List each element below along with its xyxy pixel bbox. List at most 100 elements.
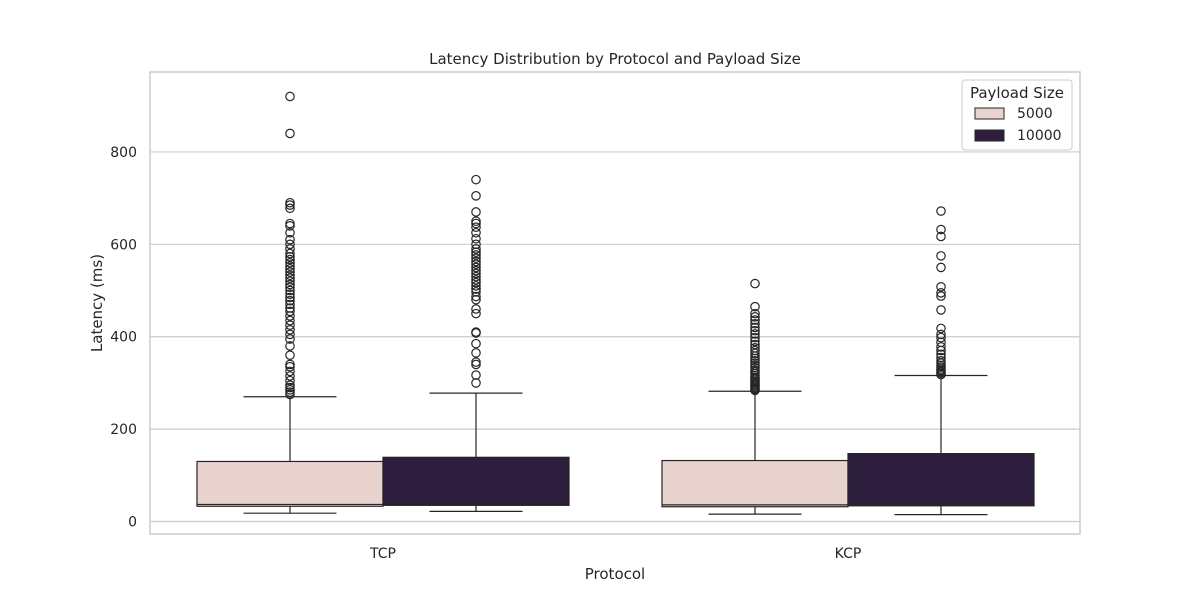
outlier-point [471, 265, 481, 276]
y-tick-label-400: 400 [110, 330, 137, 346]
outlier-point [750, 329, 760, 339]
legend-title: Payload Size [970, 84, 1064, 102]
outlier-point [471, 244, 481, 254]
outlier-point [285, 295, 295, 306]
box-iqr [196, 460, 384, 507]
outlier-point [471, 227, 481, 238]
outlier-point [285, 264, 295, 274]
outlier-point [285, 329, 295, 340]
outlier-point [471, 207, 481, 217]
outlier-point [936, 288, 946, 298]
outlier-point [285, 375, 295, 386]
outlier-point [285, 292, 295, 303]
outlier-point [750, 301, 760, 312]
grid-lines [150, 151, 1080, 523]
outlier-point [936, 332, 946, 343]
outlier-point [471, 191, 481, 201]
outlier-point [285, 197, 295, 208]
outlier-point [936, 329, 946, 340]
outlier-point [471, 262, 481, 273]
outlier-point [471, 348, 481, 358]
outlier-point [285, 289, 295, 300]
outlier-point [750, 322, 760, 333]
outlier-point [285, 254, 295, 265]
outlier-point [285, 244, 295, 254]
outlier-point [471, 275, 481, 285]
outlier-point [285, 261, 295, 271]
outlier-point [471, 357, 481, 367]
x-axis-label: Protocol [585, 565, 645, 583]
outlier-point [285, 341, 295, 351]
outlier-point [285, 334, 295, 344]
y-axis-ticks: 0 200 400 600 800 [110, 145, 137, 531]
plot-frame [149, 71, 1081, 535]
outlier-point [936, 206, 946, 216]
outlier-point [285, 324, 295, 335]
outlier-point [285, 234, 295, 245]
x-tick-label-kcp: KCP [835, 546, 862, 562]
outlier-point [471, 338, 481, 349]
outlier-point [471, 281, 481, 291]
box-iqr [382, 456, 570, 506]
legend-label-10000: 10000 [1017, 128, 1062, 144]
y-axis-label: Latency (ms) [88, 254, 106, 352]
box-tcp-5000 [196, 91, 384, 514]
outlier-point [285, 203, 295, 214]
outlier-point [285, 306, 295, 317]
legend: Payload Size 5000 10000 [961, 79, 1073, 151]
outlier-point [471, 271, 481, 282]
outlier-point [285, 359, 295, 370]
outlier-point [750, 336, 760, 347]
y-tick-label-0: 0 [128, 515, 137, 531]
outlier-point [471, 291, 481, 302]
outlier-point [471, 304, 481, 314]
outlier-point [936, 305, 946, 315]
outlier-point [285, 315, 295, 326]
outlier-point [936, 352, 946, 363]
legend-label-5000: 5000 [1017, 106, 1053, 122]
outlier-point [471, 287, 481, 297]
x-tick-label-tcp: TCP [369, 546, 396, 562]
outlier-point [471, 250, 481, 260]
outlier-point [285, 285, 295, 296]
outlier-point [285, 371, 295, 381]
box-plots [196, 91, 1035, 516]
outlier-point [285, 258, 295, 268]
outlier-point [471, 308, 481, 319]
outlier-point [750, 339, 760, 350]
box-kcp-5000 [661, 278, 849, 515]
legend-swatch-10000 [974, 129, 1005, 142]
chart-title: Latency Distribution by Protocol and Pay… [429, 50, 801, 68]
outlier-point [936, 323, 946, 334]
y-tick-label-200: 200 [110, 422, 137, 438]
box-iqr [661, 459, 849, 508]
outlier-point [936, 262, 946, 273]
outlier-point [285, 273, 295, 283]
x-axis-ticks: TCP KCP [369, 546, 861, 562]
outlier-point [936, 231, 946, 242]
outlier-point [750, 325, 760, 336]
outlier-point [471, 370, 481, 380]
outlier-point [471, 268, 481, 279]
outlier-point [285, 282, 295, 293]
outlier-point [285, 350, 295, 361]
outlier-point [471, 327, 481, 337]
outlier-point [285, 303, 295, 313]
outlier-point [936, 342, 946, 352]
outlier-point [936, 291, 946, 301]
outlier-point [285, 366, 295, 377]
outlier-point [471, 174, 481, 185]
outlier-point [285, 320, 295, 330]
box-tcp-10000 [382, 174, 570, 512]
outlier-point [285, 299, 295, 310]
outlier-point [471, 222, 481, 233]
outlier-point [285, 276, 295, 287]
outlier-point [471, 239, 481, 250]
outlier-point [936, 349, 946, 360]
outlier-point [750, 315, 760, 325]
box-kcp-10000 [847, 206, 1035, 516]
y-tick-label-600: 600 [110, 237, 137, 253]
outlier-point [750, 308, 760, 319]
outlier-point [285, 279, 295, 290]
